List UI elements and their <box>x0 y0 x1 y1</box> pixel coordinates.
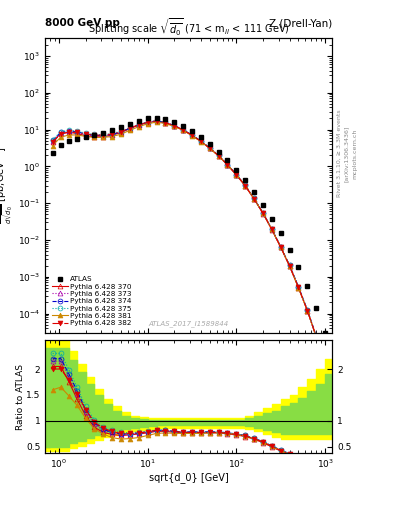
Text: [arXiv:1306.3436]: [arXiv:1306.3436] <box>344 125 349 182</box>
Text: 8000 GeV pp: 8000 GeV pp <box>45 18 120 28</box>
Text: Rivet 3.1.10, ≥ 3.3M events: Rivet 3.1.10, ≥ 3.3M events <box>336 110 342 198</box>
Y-axis label: Ratio to ATLAS: Ratio to ATLAS <box>16 364 25 430</box>
Y-axis label: $\frac{d\sigma}{d\sqrt{d_0}}$ [pb,GeV$^{-1}$]: $\frac{d\sigma}{d\sqrt{d_0}}$ [pb,GeV$^{… <box>0 147 17 224</box>
Text: mcplots.cern.ch: mcplots.cern.ch <box>352 129 357 179</box>
X-axis label: sqrt{d_0} [GeV]: sqrt{d_0} [GeV] <box>149 472 228 483</box>
Title: Splitting scale $\sqrt{\overline{d_0}}$ (71 < m$_{ll}$ < 111 GeV): Splitting scale $\sqrt{\overline{d_0}}$ … <box>88 17 290 38</box>
Legend: ATLAS, Pythia 6.428 370, Pythia 6.428 373, Pythia 6.428 374, Pythia 6.428 375, P: ATLAS, Pythia 6.428 370, Pythia 6.428 37… <box>49 273 134 329</box>
Text: Z (Drell-Yan): Z (Drell-Yan) <box>269 18 332 28</box>
Text: ATLAS_2017_I1589844: ATLAS_2017_I1589844 <box>149 320 229 327</box>
